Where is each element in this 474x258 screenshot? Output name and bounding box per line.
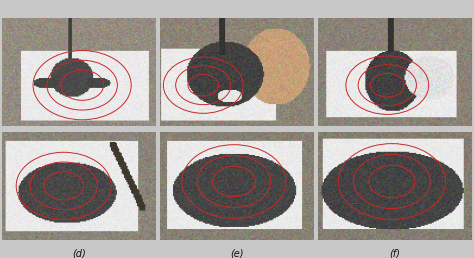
Text: (a): (a) — [73, 135, 86, 145]
Text: (f): (f) — [390, 249, 401, 258]
Text: (d): (d) — [72, 249, 86, 258]
Text: (e): (e) — [230, 249, 244, 258]
Text: (c): (c) — [389, 135, 401, 145]
Text: (b): (b) — [230, 135, 244, 145]
